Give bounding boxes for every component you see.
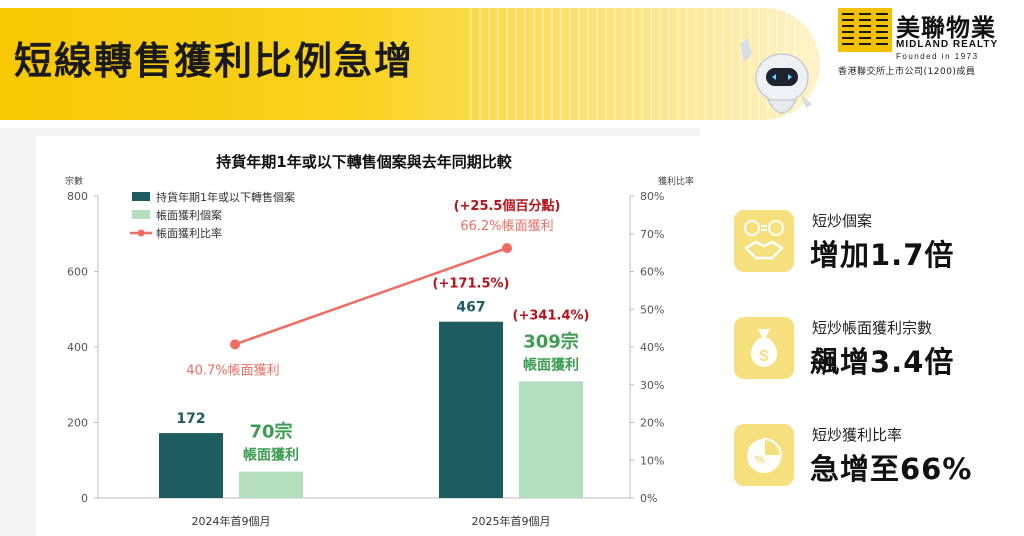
- legend-label: 帳面獲利個案: [156, 208, 222, 222]
- logo-english-name: MIDLAND REALTY: [896, 39, 999, 50]
- stat-label: 短炒個案: [812, 212, 873, 230]
- bar-sub-label: 帳面獲利: [243, 447, 299, 464]
- x-tick-label: 2024年首9個月: [192, 514, 271, 528]
- y-left-tick-label: 200: [67, 417, 88, 430]
- rate-change-annotation: (+25.5個百分點): [454, 198, 561, 214]
- bar-value-label: 467: [456, 300, 485, 316]
- y-left-tick-label: 800: [67, 190, 88, 203]
- y-right-tick-label: 60%: [640, 266, 664, 279]
- y-left-tick-label: 600: [67, 266, 88, 279]
- y-right-tick-label: 0%: [640, 492, 657, 505]
- stat-label: 短炒獲利比率: [812, 426, 903, 444]
- y-right-tick-label: 80%: [640, 190, 664, 203]
- stat-icon-box: [734, 210, 794, 272]
- bar: [159, 433, 223, 498]
- bar-value-label: 70宗: [249, 421, 292, 443]
- header-decoration: [470, 0, 800, 128]
- profit-rate-line: [234, 246, 508, 346]
- chart-title: 持貨年期1年或以下轉售個案與去年同期比較: [216, 153, 512, 171]
- bar-change-annotation: (+171.5%): [433, 277, 510, 292]
- stat-label: 短炒帳面獲利宗數: [812, 319, 933, 337]
- y-right-tick-label: 20%: [640, 417, 664, 430]
- stat-card-cases: 短炒個案 增加1.7倍: [734, 210, 1014, 280]
- y-right-tick-label: 30%: [640, 379, 664, 392]
- profit-rate-label: 66.2%帳面獲利: [460, 219, 553, 234]
- legend-swatch-point: [137, 229, 145, 237]
- logo-chinese-name: 美聯物業: [896, 14, 996, 42]
- legend-label: 持貨年期1年或以下轉售個案: [156, 190, 295, 204]
- profit-change-annotation: (+341.4%): [513, 308, 590, 323]
- svg-text:$: $: [760, 348, 769, 365]
- y-right-tick-label: 50%: [640, 303, 664, 316]
- svg-text:%: %: [755, 454, 765, 466]
- bar-sub-label: 帳面獲利: [523, 356, 579, 373]
- midland-logo: 美聯物業 MIDLAND REALTY Founded in 1973 香港聯交…: [838, 6, 1018, 77]
- stat-value: 急增至66%: [810, 452, 973, 486]
- robot-mascot-icon: [740, 38, 812, 114]
- legend-swatch: [132, 210, 150, 219]
- stat-icon-box: $: [734, 317, 794, 379]
- y-left-tick-label: 0: [81, 492, 88, 505]
- x-tick-label: 2025年首9個月: [472, 514, 551, 528]
- header-banner: 短線轉售獲利比例急增 美聯物業 MIDLAND REALTY Founded i…: [0, 0, 1024, 128]
- profit-rate-point: [230, 339, 240, 350]
- profit-rate-label: 40.7%帳面獲利: [186, 363, 279, 378]
- logo-listing-note: 香港聯交所上市公司(1200)成員: [838, 67, 976, 77]
- bar: [519, 381, 583, 498]
- bar-value-label: 309宗: [523, 330, 579, 352]
- handshake-money-icon: [744, 220, 784, 260]
- header-gold-band: [0, 8, 820, 120]
- logo-founded: Founded in 1973: [896, 52, 979, 61]
- y-right-axis-label: 獲利比率: [658, 175, 694, 187]
- chart-panel: 持貨年期1年或以下轉售個案與去年同期比較宗數 獲利比率 0 200 400 600 800 0…: [0, 128, 700, 536]
- midland-m-logo-icon: [838, 8, 892, 52]
- pie-chart-icon: %: [747, 437, 783, 473]
- stat-card-profit: $ 短炒帳面獲利宗數 飆增3.4倍: [734, 317, 1014, 387]
- legend-label: 帳面獲利比率: [156, 226, 222, 240]
- y-right-tick-label: 10%: [640, 454, 664, 467]
- bar: [239, 471, 303, 498]
- y-right-tick-label: 70%: [640, 228, 664, 241]
- stat-icon-box: %: [734, 424, 794, 486]
- legend-swatch: [132, 192, 150, 201]
- money-bag-icon: $: [751, 329, 777, 367]
- page-title: 短線轉售獲利比例急增: [14, 39, 415, 83]
- bar-value-label: 172: [176, 411, 205, 427]
- bar: [439, 321, 503, 498]
- stat-value: 增加1.7倍: [810, 238, 955, 272]
- stat-value: 飆增3.4倍: [810, 345, 955, 379]
- y-right-tick-label: 40%: [640, 341, 664, 354]
- y-left-axis-label: 宗數: [65, 175, 83, 187]
- chart-card: 持貨年期1年或以下轉售個案與去年同期比較宗數 獲利比率 0 200 400 600 800 0…: [36, 136, 700, 536]
- y-left-tick-label: 400: [67, 341, 88, 354]
- profit-rate-point: [502, 243, 512, 254]
- stat-card-rate: % 短炒獲利比率 急增至66%: [734, 424, 1014, 494]
